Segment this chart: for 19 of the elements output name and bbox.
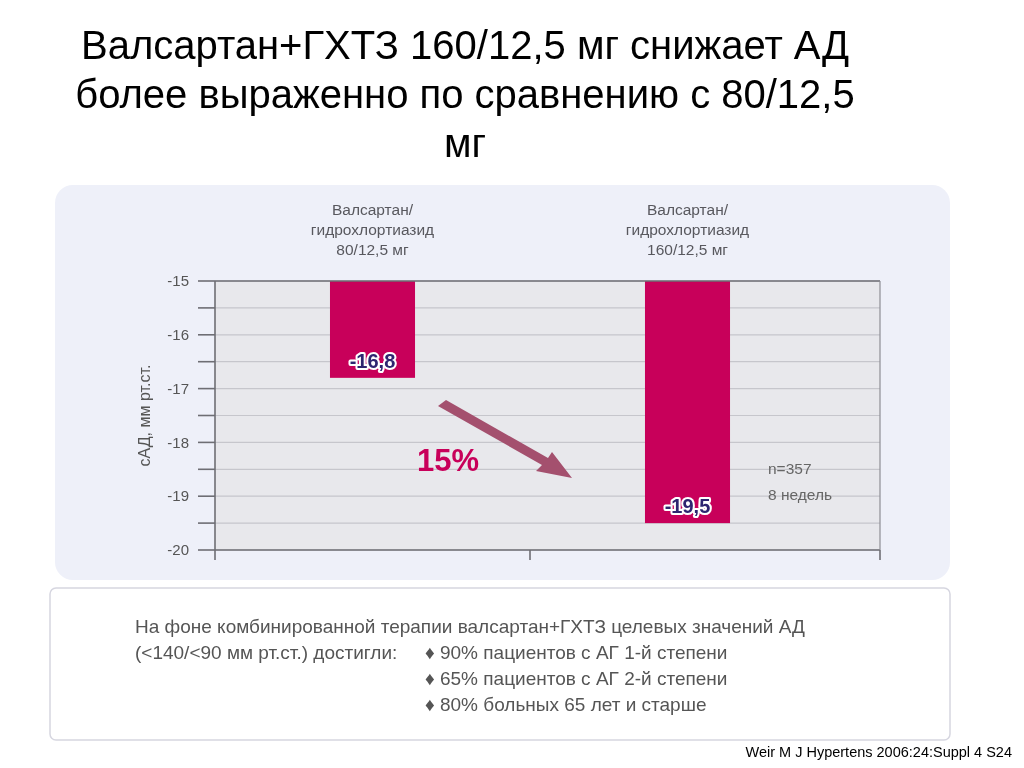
text: Weir M J Hypertens 2006:24:Suppl 4 S24 <box>745 744 1012 760</box>
y-tick-label: -16 <box>167 326 189 344</box>
chart-title: Валсартан+ГХТЗ 160/12,5 мг снижает АД более выраженно по сравнению с 80/12,5 мг <box>75 23 855 165</box>
data-label: -16,8 <box>349 349 396 372</box>
y-tick-label: -17 <box>167 379 189 397</box>
y-tick-label: -18 <box>167 433 189 451</box>
annotation: n=357 <box>768 460 812 477</box>
data-label: -19,5 <box>664 495 711 518</box>
y-axis-title: сАД, мм рт.ст. <box>136 364 153 467</box>
y-tick-label: -20 <box>167 541 189 559</box>
annotation: 8 недель <box>768 486 833 503</box>
x-tick-label: Валсартан/ гидрохлортиазид 80/12,5 мг <box>310 201 435 258</box>
text: ♦ 80% больных 65 лет и старше <box>425 694 707 715</box>
text: ♦ 90% пациентов с АГ 1-й степени <box>425 642 728 663</box>
y-tick-label: -15 <box>167 272 189 290</box>
y-tick-label: -19 <box>167 487 189 505</box>
x-tick-label: Валсартан/ гидрохлортиазид 160/12,5 мг <box>625 201 750 258</box>
text: ♦ 65% пациентов с АГ 2-й степени <box>425 668 728 689</box>
annotation: 15% <box>416 443 480 478</box>
